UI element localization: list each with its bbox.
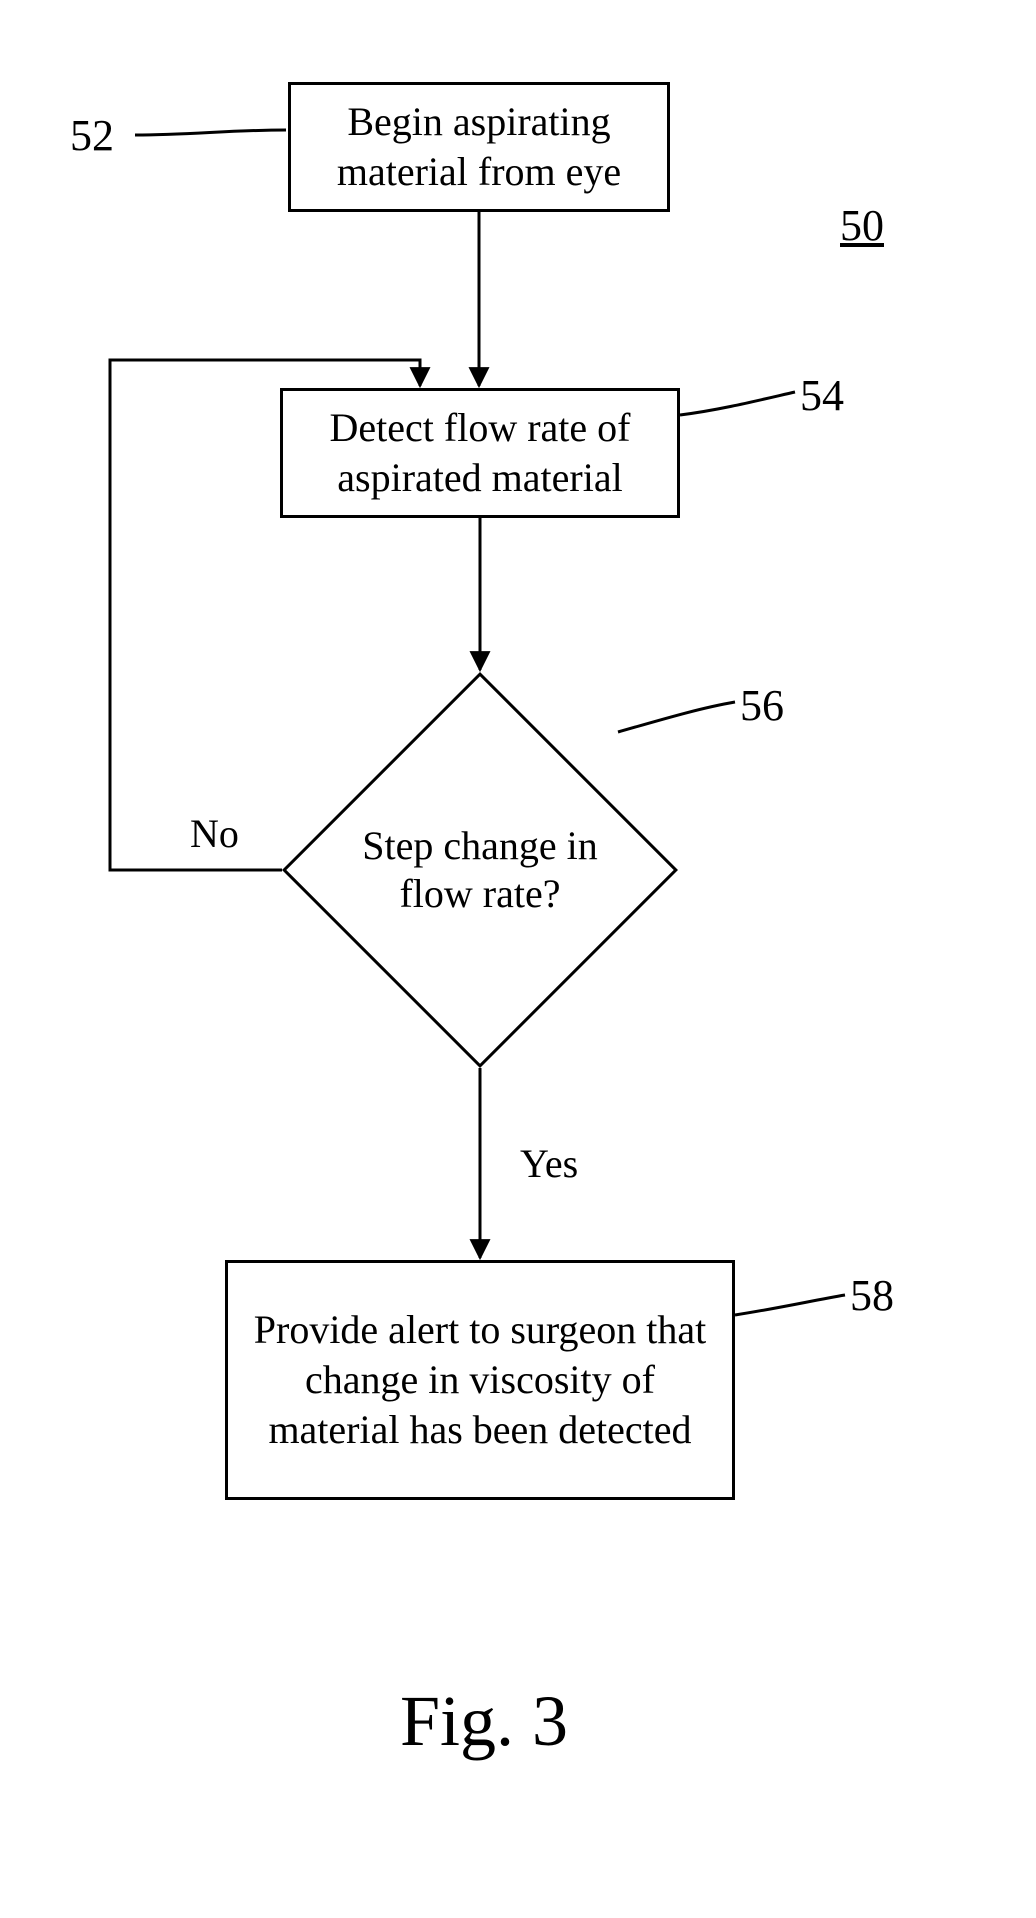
leader-54 xyxy=(680,392,795,415)
node-text: Detect flow rate of aspirated material xyxy=(303,403,657,503)
edge-label-no: No xyxy=(190,810,239,857)
node-text: Step change in flow rate? xyxy=(350,822,610,918)
leader-58 xyxy=(735,1295,845,1315)
node-text: Provide alert to surgeon that change in … xyxy=(248,1305,712,1455)
edge-label-yes: Yes xyxy=(520,1140,578,1187)
node-text: Begin aspirating material from eye xyxy=(311,97,647,197)
node-detect-flow-rate: Detect flow rate of aspirated material xyxy=(280,388,680,518)
ref-54: 54 xyxy=(800,370,844,421)
leader-52 xyxy=(135,130,286,135)
figure-ref-id: 50 xyxy=(840,200,884,251)
node-step-change-decision: Step change in flow rate? xyxy=(282,672,678,1068)
node-provide-alert: Provide alert to surgeon that change in … xyxy=(225,1260,735,1500)
ref-52: 52 xyxy=(70,110,114,161)
ref-58: 58 xyxy=(850,1270,894,1321)
ref-56: 56 xyxy=(740,680,784,731)
flowchart-canvas: 50 Begin aspirating material from eye 52… xyxy=(0,0,1036,1918)
node-begin-aspirating: Begin aspirating material from eye xyxy=(288,82,670,212)
figure-caption: Fig. 3 xyxy=(400,1680,568,1763)
